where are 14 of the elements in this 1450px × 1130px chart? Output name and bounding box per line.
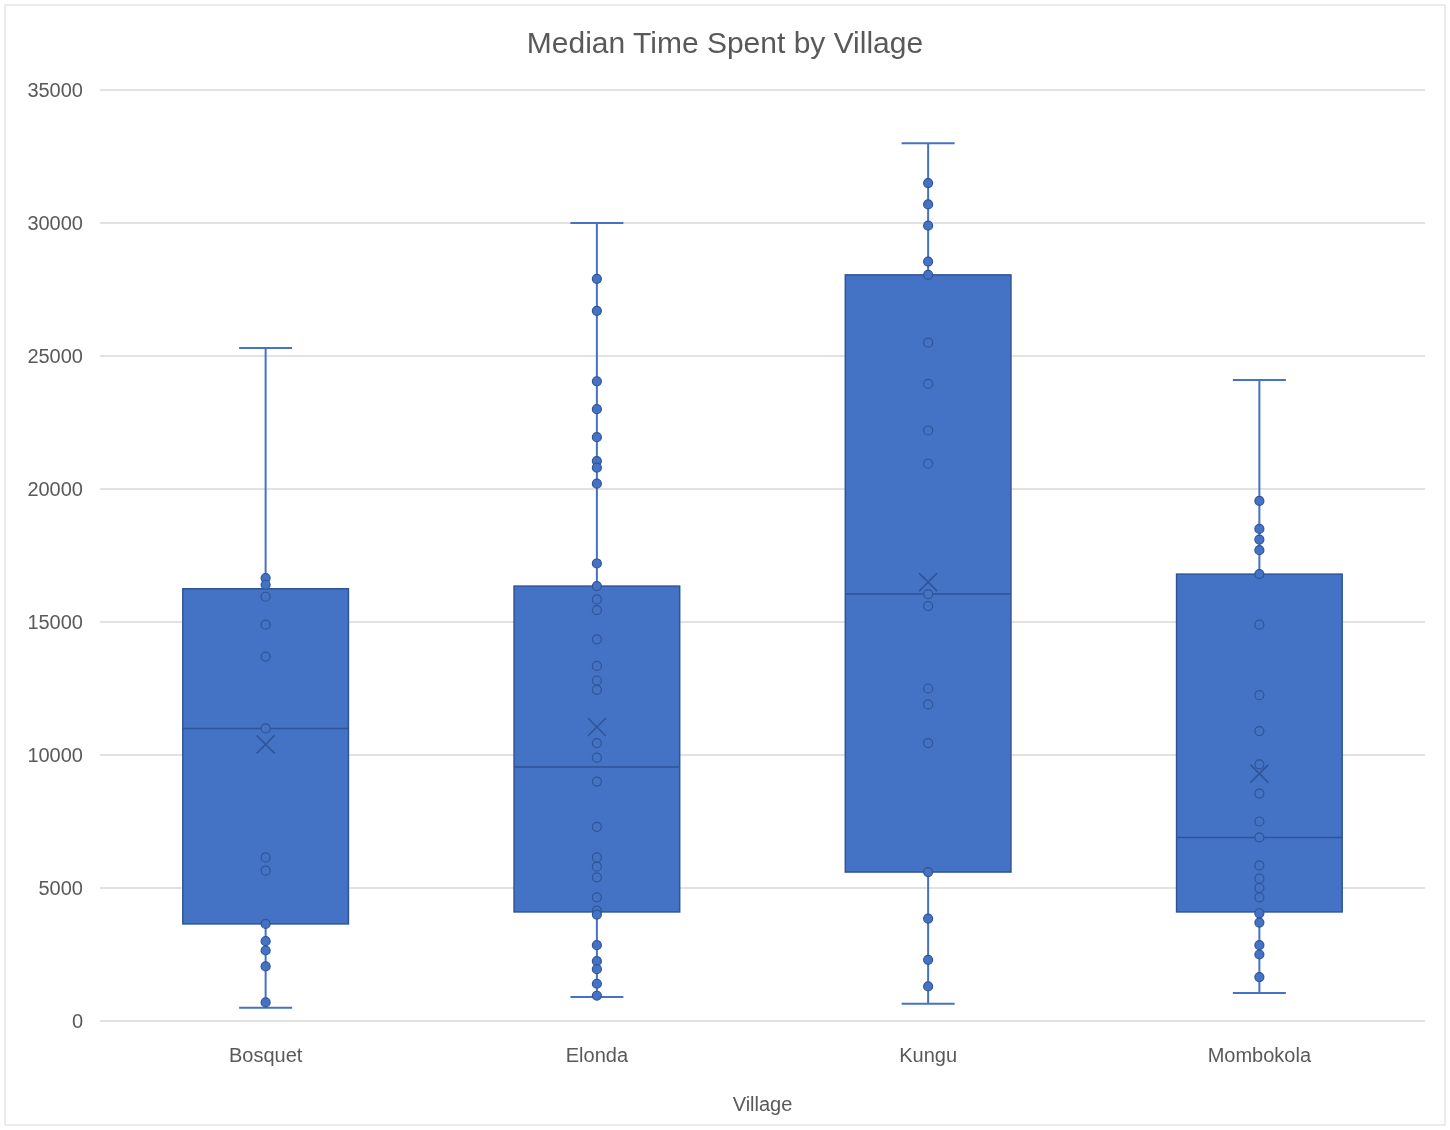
x-tick-label: Mombokola: [1207, 1044, 1312, 1066]
y-tick-label: 5000: [38, 877, 83, 899]
x-tick-label: Elonda: [565, 1044, 629, 1066]
chart-title: Median Time Spent by Village: [526, 26, 924, 59]
y-tick-label: 10000: [27, 744, 83, 766]
y-tick-label: 30000: [27, 212, 83, 234]
x-tick-label: Kungu: [899, 1044, 958, 1066]
y-tick-label: 0: [71, 1010, 83, 1032]
y-tick-label: 25000: [27, 345, 83, 367]
x-axis-title: Village: [732, 1093, 793, 1115]
x-tick-label: Bosquet: [228, 1044, 303, 1066]
y-tick-label: 20000: [27, 478, 83, 500]
y-tick-label: 15000: [27, 611, 83, 633]
y-tick-label: 35000: [27, 79, 83, 101]
